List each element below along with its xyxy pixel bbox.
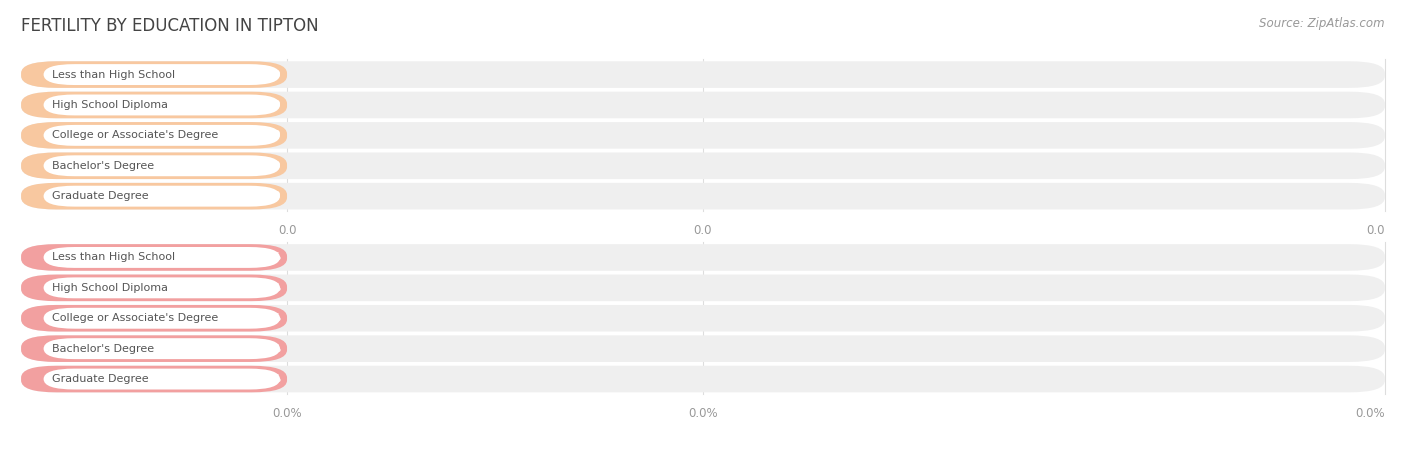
FancyBboxPatch shape (21, 335, 1385, 362)
Text: 0.0: 0.0 (693, 224, 713, 237)
Text: High School Diploma: High School Diploma (52, 283, 169, 293)
FancyBboxPatch shape (21, 92, 1385, 118)
Text: 0.0%: 0.0% (1355, 407, 1385, 420)
FancyBboxPatch shape (21, 183, 1385, 209)
Text: College or Associate's Degree: College or Associate's Degree (52, 313, 218, 323)
FancyBboxPatch shape (21, 366, 1385, 392)
Text: 0.0: 0.0 (263, 191, 281, 201)
Text: 0.0%: 0.0% (253, 343, 281, 354)
FancyBboxPatch shape (44, 369, 280, 390)
FancyBboxPatch shape (21, 61, 287, 88)
Text: College or Associate's Degree: College or Associate's Degree (52, 130, 218, 141)
FancyBboxPatch shape (21, 92, 287, 118)
FancyBboxPatch shape (21, 122, 287, 149)
FancyBboxPatch shape (21, 152, 287, 179)
FancyBboxPatch shape (21, 275, 287, 301)
FancyBboxPatch shape (21, 275, 1385, 301)
FancyBboxPatch shape (21, 305, 287, 332)
FancyBboxPatch shape (21, 183, 287, 209)
Text: FERTILITY BY EDUCATION IN TIPTON: FERTILITY BY EDUCATION IN TIPTON (21, 17, 319, 35)
Text: 0.0%: 0.0% (253, 374, 281, 384)
Text: High School Diploma: High School Diploma (52, 100, 169, 110)
FancyBboxPatch shape (21, 335, 287, 362)
Text: 0.0%: 0.0% (253, 313, 281, 323)
FancyBboxPatch shape (21, 305, 1385, 332)
FancyBboxPatch shape (21, 152, 1385, 179)
Text: 0.0%: 0.0% (253, 252, 281, 263)
Text: Source: ZipAtlas.com: Source: ZipAtlas.com (1260, 17, 1385, 29)
Text: 0.0: 0.0 (1367, 224, 1385, 237)
FancyBboxPatch shape (44, 125, 280, 146)
FancyBboxPatch shape (44, 277, 280, 298)
Text: Less than High School: Less than High School (52, 69, 176, 80)
Text: Graduate Degree: Graduate Degree (52, 374, 149, 384)
Text: 0.0%: 0.0% (688, 407, 718, 420)
FancyBboxPatch shape (21, 366, 287, 392)
FancyBboxPatch shape (21, 244, 287, 271)
FancyBboxPatch shape (21, 244, 1385, 271)
Text: Bachelor's Degree: Bachelor's Degree (52, 161, 155, 171)
Text: Graduate Degree: Graduate Degree (52, 191, 149, 201)
Text: 0.0: 0.0 (263, 130, 281, 141)
FancyBboxPatch shape (44, 308, 280, 329)
FancyBboxPatch shape (44, 95, 280, 115)
Text: Bachelor's Degree: Bachelor's Degree (52, 343, 155, 354)
Text: 0.0: 0.0 (278, 224, 297, 237)
Text: 0.0%: 0.0% (253, 283, 281, 293)
FancyBboxPatch shape (44, 155, 280, 176)
Text: 0.0: 0.0 (263, 69, 281, 80)
Text: 0.0%: 0.0% (273, 407, 302, 420)
Text: 0.0: 0.0 (263, 100, 281, 110)
Text: 0.0: 0.0 (263, 161, 281, 171)
FancyBboxPatch shape (44, 64, 280, 85)
FancyBboxPatch shape (21, 122, 1385, 149)
FancyBboxPatch shape (44, 247, 280, 268)
FancyBboxPatch shape (21, 61, 1385, 88)
FancyBboxPatch shape (44, 186, 280, 207)
FancyBboxPatch shape (44, 338, 280, 359)
Text: Less than High School: Less than High School (52, 252, 176, 263)
